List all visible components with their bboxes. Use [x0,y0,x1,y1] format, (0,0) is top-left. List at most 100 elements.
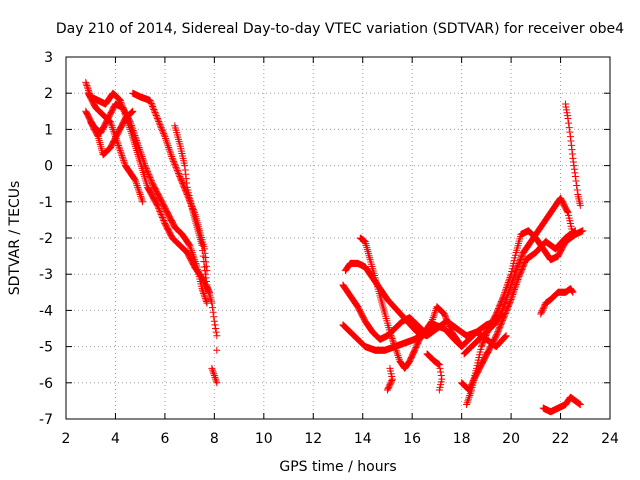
x-tick-label: 24 [601,431,619,447]
data-point [573,182,581,190]
x-tick-labels: 2 4 6 8 10 12 14 16 18 20 22 24 [62,431,619,447]
data-point [464,397,472,405]
data-point [116,147,124,155]
data-point [139,156,147,164]
data-point [455,339,463,347]
data-point [172,163,180,171]
data-point [158,127,166,135]
data-point [137,194,145,202]
data-point [211,321,219,329]
data-point [509,275,517,283]
data-point [136,147,144,155]
data-point [506,283,514,291]
data-point [145,172,153,180]
data-point [392,346,400,354]
data-point [209,368,217,376]
data-point [166,147,174,155]
data-point [389,336,397,344]
data-point [576,401,584,409]
x-tick-label: 8 [210,431,219,447]
data-point [157,209,165,217]
data-point [393,348,401,356]
series-track-d [82,100,211,307]
data-point [502,296,510,304]
data-point [200,258,208,266]
data-point [132,180,140,188]
data-point [511,286,519,294]
data-point [201,294,209,302]
data-point [165,145,173,153]
data-point [126,117,134,125]
data-point [183,248,191,256]
data-point [108,122,116,130]
data-point [164,142,172,150]
data-point [395,353,403,361]
data-point [564,115,572,123]
data-point [133,137,141,145]
data-point [118,152,126,160]
data-point [128,108,136,116]
data-point [199,247,207,255]
data-point [467,388,475,396]
data-point [210,370,218,378]
data-point [569,230,577,238]
data-point [502,332,510,340]
data-point [391,343,399,351]
data-point [163,140,171,148]
series-track-m [423,350,446,394]
series-track-r [539,393,584,416]
x-tick-label: 20 [502,431,520,447]
data-point [573,186,581,194]
data-point [118,153,126,161]
x-axis-label: GPS time / hours [279,459,396,475]
x-tick-label: 6 [160,431,169,447]
data-point [140,158,148,166]
x-tick-label: 10 [255,431,273,447]
data-point [212,377,220,385]
data-point [565,119,573,127]
data-point [512,281,520,289]
data-point [109,125,117,133]
series-track-k [356,234,463,372]
data-point [133,138,141,146]
y-tick-label: -6 [39,376,53,392]
data-point [155,206,163,214]
data-point [208,364,216,372]
data-point [505,288,513,296]
data-point [160,217,168,225]
data-point [137,151,145,159]
data-point [192,261,200,269]
data-point [131,132,139,140]
data-point [510,273,518,281]
data-point [504,290,512,298]
x-tick-label: 22 [552,431,570,447]
data-point [107,120,115,128]
data-point [572,177,580,185]
data-point [500,303,508,311]
data-point [128,123,136,131]
series-track-g [208,364,221,387]
data-point [154,116,162,124]
data-point [512,282,520,290]
data-point [82,80,90,88]
data-point [166,149,174,157]
y-tick-label: -7 [39,412,53,428]
data-point [156,207,164,215]
data-point [383,386,391,394]
data-point [158,213,166,221]
data-point [114,142,122,150]
data-point [146,174,154,182]
data-point [154,203,162,211]
data-point [147,175,155,183]
data-point [157,210,165,218]
data-point [576,201,584,209]
data-points [82,78,587,416]
data-point [163,138,171,146]
data-point [127,120,135,128]
data-point [173,166,181,174]
data-point [509,277,517,285]
data-point [152,112,160,120]
data-point [506,285,514,293]
y-axis-label: SDTVAR / TECUs [7,181,23,296]
data-point [511,268,519,276]
